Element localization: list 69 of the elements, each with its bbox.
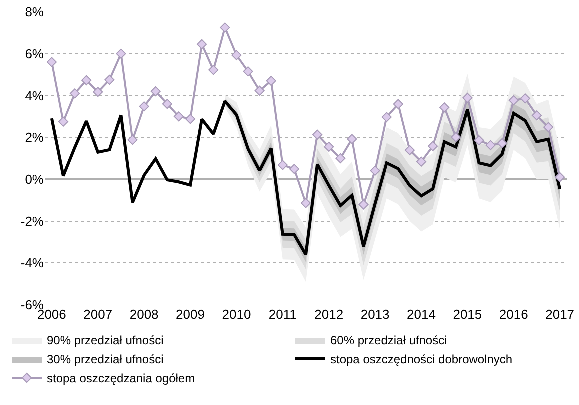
point [70, 88, 80, 99]
point [428, 141, 438, 152]
point [393, 99, 404, 110]
y-tick-label: -2% [20, 214, 44, 229]
point [532, 110, 542, 121]
point [174, 112, 184, 122]
x-tick-label: 2008 [130, 307, 159, 322]
point [508, 95, 519, 106]
point [312, 130, 323, 140]
y-tick-label: 6% [25, 46, 44, 62]
point [382, 112, 392, 122]
legend-label: 60% przedział ufności [330, 334, 448, 348]
point [555, 172, 566, 182]
point [162, 99, 172, 110]
point [278, 160, 288, 170]
x-tick-label: 2015 [453, 307, 482, 322]
point [404, 145, 415, 156]
y-tick-label: 0% [25, 172, 44, 187]
point [462, 92, 473, 104]
point [104, 74, 115, 86]
point [82, 75, 92, 86]
point [185, 114, 196, 124]
point [220, 22, 230, 33]
point [150, 86, 161, 97]
point [300, 198, 312, 208]
legend-label: stopa oszczędzania ogółem [47, 372, 196, 386]
point [370, 166, 380, 176]
y-tick-label: 2% [25, 130, 44, 146]
point [543, 122, 554, 132]
legend-label: stopa oszczędności dobrowolnych [330, 352, 513, 367]
x-tick-label: 2017 [546, 307, 575, 322]
x-tick-label: 2007 [84, 307, 113, 322]
y-tick-label: 8% [25, 4, 44, 20]
x-tick-label: 2014 [407, 307, 436, 322]
y-tick-label: 4% [25, 88, 44, 104]
x-tick-label: 2009 [176, 307, 205, 322]
point [324, 142, 334, 152]
point [266, 76, 276, 86]
point [497, 138, 508, 148]
point [139, 102, 150, 112]
x-tick-label: 2016 [499, 307, 528, 322]
point [243, 66, 254, 77]
point [128, 135, 138, 146]
legend-label: 30% przedział ufności [47, 352, 164, 367]
point [451, 132, 462, 142]
point [358, 200, 369, 210]
point [347, 134, 358, 144]
point [336, 153, 346, 164]
x-tick-label: 2012 [314, 307, 344, 322]
point [232, 50, 242, 60]
point [440, 102, 450, 113]
point [254, 86, 265, 96]
point [289, 164, 300, 174]
point [116, 48, 126, 59]
point [46, 57, 57, 68]
point [416, 156, 427, 167]
point [58, 116, 69, 127]
legend-label: 90% przedział ufności [47, 334, 164, 348]
point [474, 135, 484, 146]
x-tick-label: 2010 [222, 307, 252, 322]
x-tick-label: 2011 [268, 307, 297, 322]
point [93, 87, 104, 98]
y-tick-label: -4% [20, 256, 44, 271]
line-series [50, 100, 562, 256]
point [208, 65, 219, 76]
point [197, 39, 208, 50]
point [486, 140, 496, 150]
point [520, 94, 530, 104]
x-tick-label: 2013 [360, 307, 390, 322]
